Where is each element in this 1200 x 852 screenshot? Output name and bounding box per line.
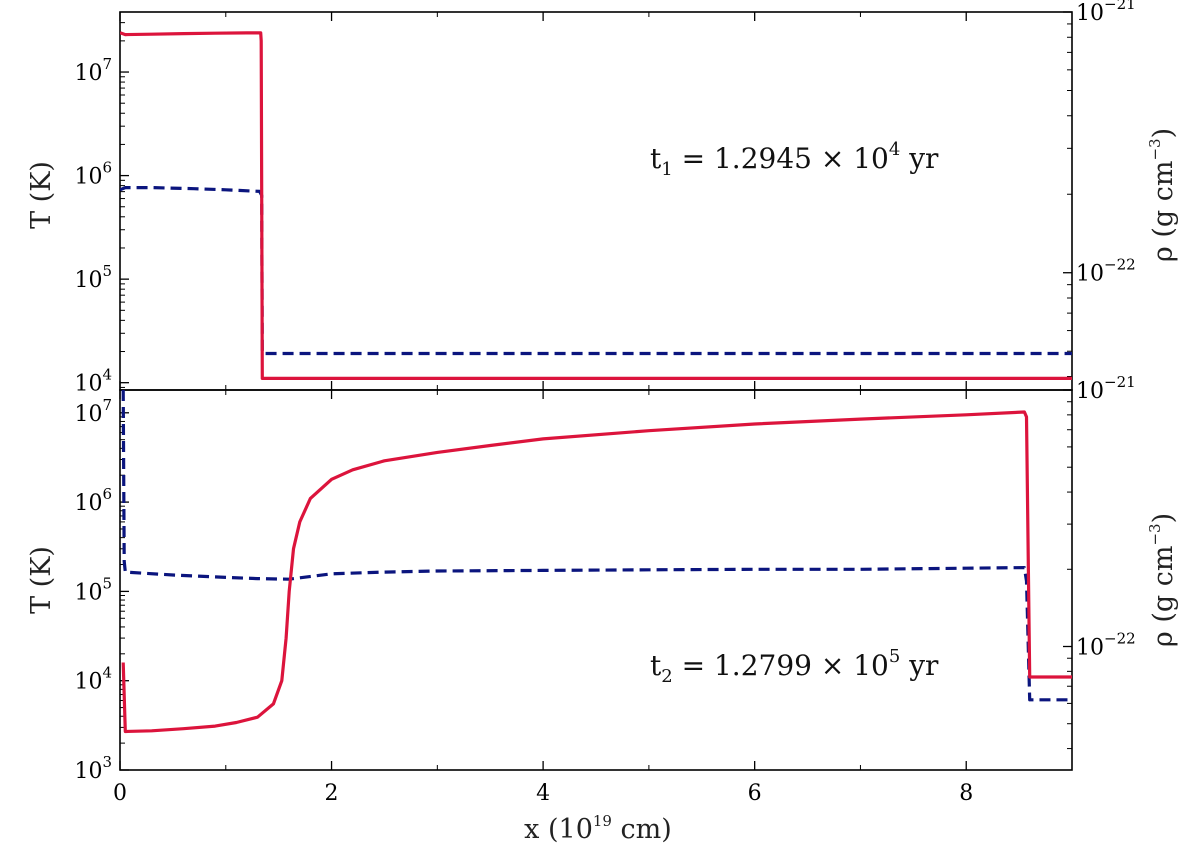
y-left-tick-label: 107 xyxy=(74,396,112,427)
y-right-tick-label: 10−21 xyxy=(1076,373,1136,404)
y-left-tick-label: 105 xyxy=(74,574,112,605)
y-left-title-bottom: T (K) xyxy=(26,546,57,614)
y-right-tick-label: 10−22 xyxy=(1076,256,1136,287)
x-tick-label: 0 xyxy=(113,781,127,806)
x-axis-title-tail: cm) xyxy=(612,814,672,845)
x-tick-label: 2 xyxy=(325,781,339,806)
y-left-tick-label: 106 xyxy=(74,159,112,190)
panel-top: 104 105 106 107 10−22 10−21 t1 = 1.2945 × 104 … xyxy=(74,0,1135,397)
y-left-tick-label: 105 xyxy=(74,262,112,293)
temperature-line xyxy=(121,410,1072,734)
x-axis-title: x (1019 cm) xyxy=(524,812,672,845)
y-right-tick-label: 10−22 xyxy=(1076,629,1136,660)
y-right-tick-label: 10−21 xyxy=(1076,0,1136,26)
x-axis-title-sup: 19 xyxy=(593,812,612,830)
y-right-title-bottom: ρ (g cm−3) xyxy=(1146,513,1179,647)
y-left-tick-label: 103 xyxy=(74,753,112,784)
panel-bottom: 103 104 105 106 107 10−22 10−21 0 2 4 6 8 t2 = 1.279… xyxy=(74,373,1135,806)
x-axis-title-main: x (10 xyxy=(524,814,593,845)
y-left-title-top: T (K) xyxy=(26,161,57,229)
y-right-title-top: ρ (g cm−3) xyxy=(1146,128,1179,262)
y-left-tick-label: 107 xyxy=(74,55,112,86)
time-annotation: t2 = 1.2799 × 105 yr xyxy=(650,646,939,687)
temperature-line xyxy=(120,31,1072,380)
x-tick-label: 4 xyxy=(536,781,550,806)
x-tick-label: 8 xyxy=(959,781,973,806)
density-line xyxy=(121,390,1072,702)
time-annotation: t1 = 1.2945 × 104 yr xyxy=(650,139,939,180)
y-left-tick-label: 104 xyxy=(74,664,112,695)
plot-frame xyxy=(119,389,1073,771)
y-left-tick-label: 104 xyxy=(74,366,112,397)
x-tick-label: 6 xyxy=(748,781,762,806)
y-left-tick-label: 106 xyxy=(74,485,112,516)
density-line xyxy=(120,186,1072,356)
